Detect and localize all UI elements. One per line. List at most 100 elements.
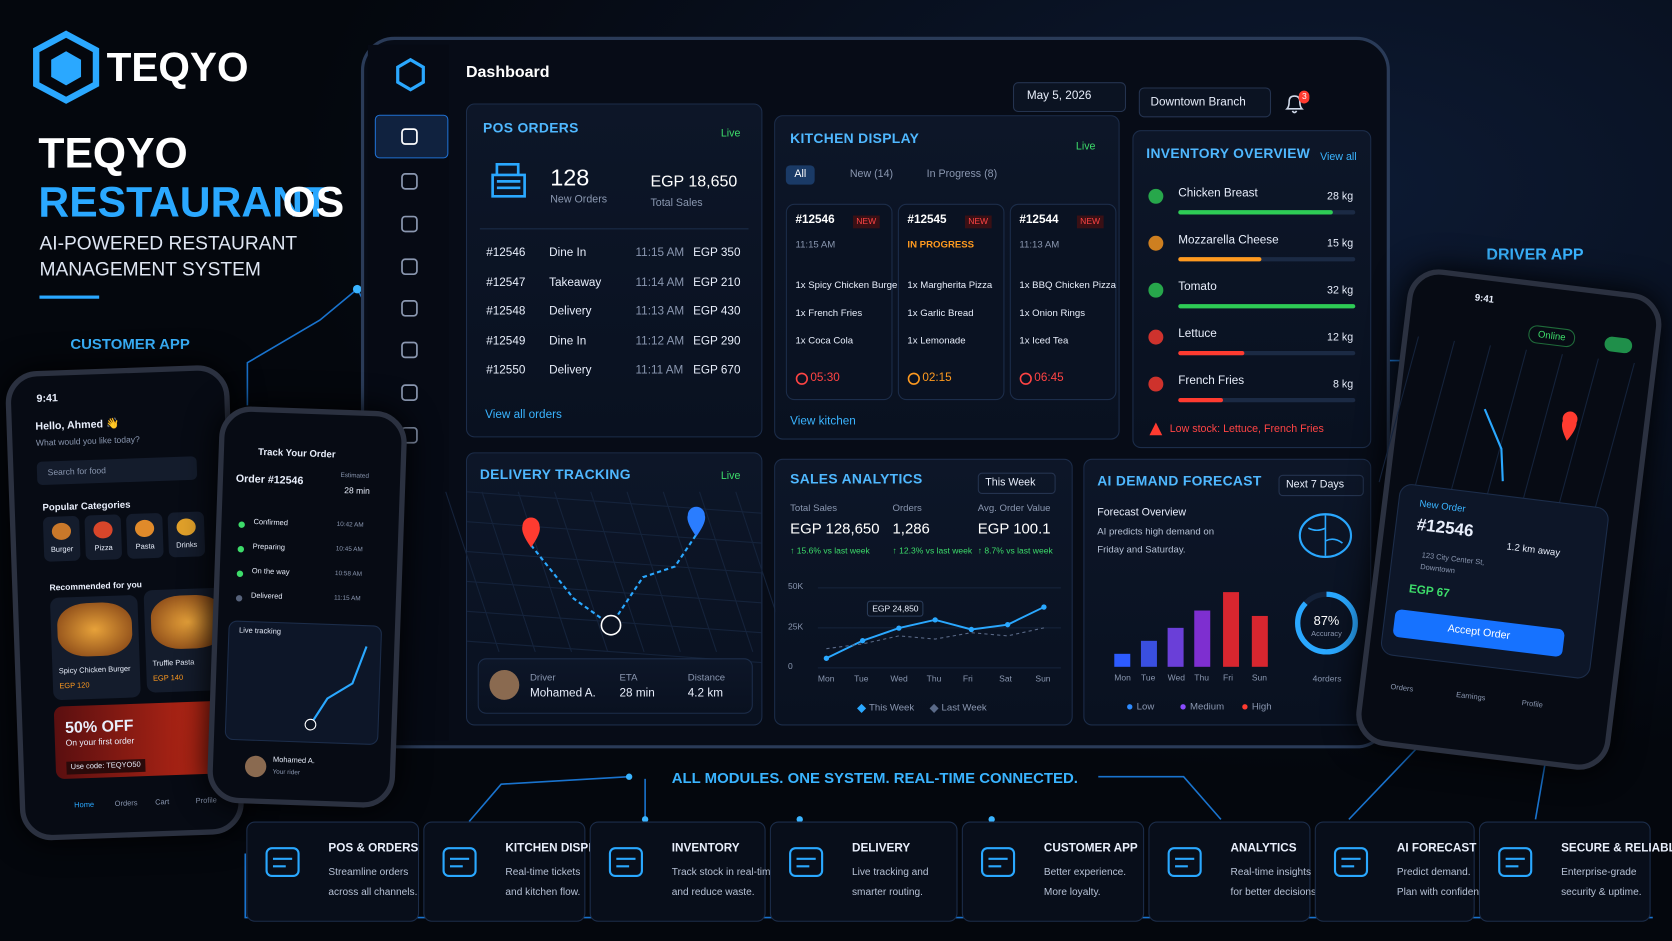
stock-bar: [1178, 304, 1356, 309]
step-dot: [237, 545, 245, 553]
category-label: Pasta: [135, 543, 155, 552]
order-cell: Dine In: [549, 246, 587, 260]
module-card: KITCHEN DISPLAY Real-time tickets and kitc…: [423, 821, 611, 922]
module-title: AI FORECAST: [1396, 841, 1477, 855]
line-series: [825, 606, 1045, 660]
warning: [1149, 422, 1163, 436]
legend-dot: [1127, 704, 1133, 710]
track-phone: Track Your Order Order #12546 Estimated 28 …: [206, 405, 408, 809]
live-badge: Live: [1075, 140, 1096, 153]
module-icon: [789, 847, 824, 877]
icon: [1498, 847, 1533, 877]
x-tick-label: Sun: [1035, 674, 1051, 684]
bar-track: [1178, 397, 1356, 403]
street: [1486, 349, 1527, 496]
nav-item: Profile: [195, 797, 217, 806]
icon-detail: [449, 857, 470, 868]
icon-detail: [1175, 857, 1195, 868]
ticket-item: 1x French Fries: [795, 307, 863, 318]
street: [481, 491, 536, 653]
module-title: POS & ORDERS: [328, 841, 419, 855]
point: [1004, 622, 1011, 628]
order-cell: #12547: [486, 275, 526, 289]
x-tick-label: Tue: [854, 674, 869, 684]
kpi-label: Total Sales: [790, 502, 838, 514]
legend-dot: [1180, 704, 1186, 710]
module-title: CUSTOMER APP: [1043, 841, 1138, 855]
tagline: ALL MODULES. ONE SYSTEM. REAL-TIME CONNE…: [671, 769, 1078, 787]
ring-caption: 4orders: [1312, 674, 1342, 684]
sidebar-icon: [401, 341, 418, 359]
ticket-timer: 06:45: [1034, 371, 1064, 385]
item-name: Mozzarella Cheese: [1178, 233, 1279, 247]
order-card: [1379, 482, 1611, 680]
promo-title: 50% OFF: [64, 716, 134, 738]
food-price: EGP 120: [59, 681, 90, 691]
x-tick-label: Fri: [962, 674, 973, 684]
driver-card: Driver Mohamed A. ETA 28 min Distance 4.2 km: [477, 658, 753, 714]
promo-code: Use code: TEQYO50: [66, 759, 146, 775]
ticket-item: 1x Spicy Chicken Burger: [795, 279, 901, 291]
panel-title: SALES ANALYTICS: [790, 470, 923, 487]
order-cell: #12550: [486, 363, 526, 377]
brain-lines: [1307, 515, 1343, 556]
step-name: On the way: [251, 567, 290, 577]
accuracy-caption: Accuracy: [1311, 630, 1342, 639]
order-cell: Dine In: [549, 334, 587, 348]
sidebar-logo: [396, 57, 425, 92]
bar: [1114, 653, 1131, 667]
rider-role: Your rider: [272, 769, 301, 777]
street: [698, 491, 754, 653]
kitchen-panel: KITCHEN DISPLAY Live All New (14) In Progres…: [774, 115, 1120, 440]
kpi-label: Avg. Order Value: [977, 502, 1051, 514]
brand-name: TEQYO: [106, 45, 249, 91]
ticket: #12544 NEW 11:13 AM 1x BBQ Chicken Pizza 1x …: [1009, 203, 1117, 401]
module-desc: for better decisions.: [1230, 886, 1319, 899]
item-icon: [1148, 376, 1164, 392]
category-label: Burger: [50, 545, 74, 555]
step-time: 10:45 AM: [335, 546, 363, 554]
register: [491, 162, 526, 198]
greeting: Hello, Ahmed 👋: [35, 418, 120, 433]
ticket-timer: 02:15: [922, 371, 952, 385]
order-cell: 11:14 AM: [635, 275, 685, 289]
map: [445, 491, 790, 664]
module-desc: Real-time insights: [1230, 866, 1312, 879]
forecast-chart: [1114, 591, 1358, 667]
view-link: View all: [1320, 151, 1357, 164]
module-icon: [980, 847, 1016, 877]
ticket-status: IN PROGRESS: [907, 238, 975, 250]
sales-chart: [817, 587, 1061, 669]
distance: 4.2 km: [687, 687, 723, 700]
module-desc: Track stock in real-time: [671, 866, 777, 879]
bar-track: [1178, 351, 1356, 356]
x-tick-label: Mon: [817, 674, 835, 684]
kpi-change: ↑ 8.7% vs last week: [977, 546, 1053, 556]
panel-title: DELIVERY TRACKING: [479, 466, 631, 483]
order-cell: EGP 670: [693, 363, 741, 377]
ticket-item: 1x Iced Tea: [1019, 335, 1069, 346]
hero-subtitle: AI-POWERED RESTAURANT: [39, 232, 298, 254]
ticket-badge: NEW: [965, 215, 992, 228]
search-placeholder: Search for food: [47, 465, 107, 478]
date-select: [1012, 82, 1127, 113]
street: [1594, 362, 1635, 509]
icon-detail: [1341, 857, 1361, 868]
y-tick-label: 0: [787, 661, 793, 672]
y-tick-label: 25K: [787, 621, 804, 632]
food-image: [56, 601, 133, 658]
point: [896, 625, 902, 631]
route: [530, 533, 698, 627]
online-pill: Online: [1527, 324, 1577, 348]
total-sales: EGP 18,650: [650, 172, 738, 191]
view-link: View kitchen: [790, 415, 856, 428]
stock-bar: [1178, 397, 1223, 403]
ticket-timer: 05:30: [810, 371, 840, 385]
avatar: [489, 670, 520, 700]
kpi-change: ↑ 12.3% vs last week: [892, 546, 973, 556]
stock-bar: [1178, 210, 1334, 215]
step-time: 11:15 AM: [333, 595, 361, 603]
module-card: ANALYTICS Real-time insights for better de…: [1148, 821, 1319, 922]
bar-track: [1178, 257, 1356, 262]
module-card: POS & ORDERS Streamline orders across all …: [246, 821, 420, 922]
